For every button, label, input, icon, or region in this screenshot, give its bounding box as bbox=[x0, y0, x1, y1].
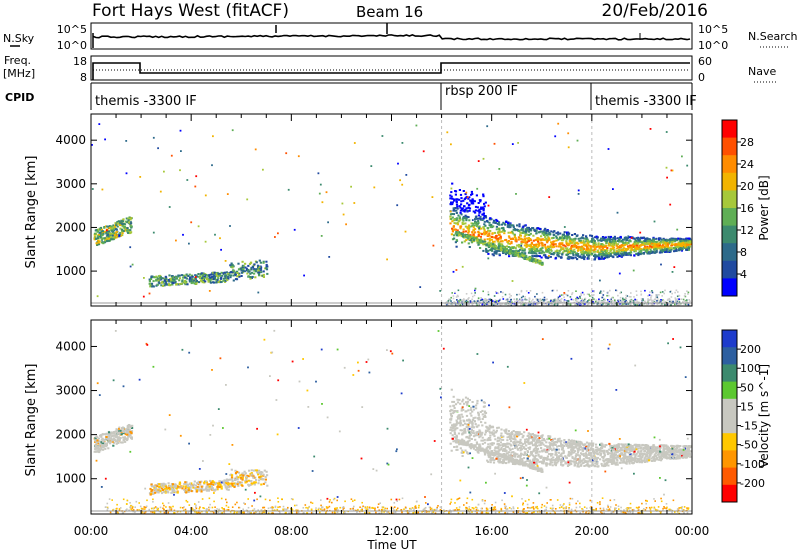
colorbar-cell bbox=[722, 137, 737, 156]
y-tick-label: 1000 bbox=[55, 264, 86, 278]
colorbar-cell bbox=[722, 120, 737, 139]
power-data-layer bbox=[91, 114, 692, 307]
noise-tick-right-low: 10^0 bbox=[698, 39, 728, 52]
colorbar-tick-label: 8 bbox=[740, 246, 747, 259]
colorbar-tick-label: 12 bbox=[740, 224, 754, 237]
x-tick-label: 04:00 bbox=[174, 524, 209, 538]
velocity-data-layer bbox=[91, 320, 692, 515]
colorbar-cell bbox=[722, 208, 737, 227]
colorbar-tick-label: 20 bbox=[740, 180, 754, 193]
date-label: 20/Feb/2016 bbox=[602, 1, 708, 21]
nave-tick-low: 0 bbox=[698, 71, 705, 84]
x-tick-label: 00:00 bbox=[74, 524, 109, 538]
colorbar-tick-label: 28 bbox=[740, 136, 754, 149]
power-colorbar: 4 8 12 16 20 24 28 Power [dB] bbox=[721, 119, 771, 297]
nave-label: Nave bbox=[748, 65, 776, 78]
velocity-y-axis-label: Slant Range [km] bbox=[24, 364, 39, 477]
x-axis-label: Time UT bbox=[366, 538, 417, 552]
noise-tick-left-high: 10^5 bbox=[57, 23, 87, 36]
colorbar-cell bbox=[722, 225, 737, 244]
x-tick-label: 16:00 bbox=[474, 524, 509, 538]
x-axis: 00:00 04:00 08:00 12:00 16:00 20:00 00:00 Time… bbox=[74, 524, 710, 552]
colorbar-cell bbox=[722, 364, 737, 383]
figure-title: Fort Hays West (fitACF) bbox=[92, 1, 289, 21]
y-tick-label: 4000 bbox=[55, 133, 86, 147]
colorbar-cell bbox=[722, 243, 737, 262]
colorbar-tick-label: -50 bbox=[740, 439, 758, 452]
colorbar-tick-label: -200 bbox=[740, 477, 765, 490]
freq-tick-high: 18 bbox=[73, 55, 87, 68]
colorbar-cell bbox=[722, 278, 737, 297]
nsearch-label: N.Search bbox=[748, 30, 798, 43]
cpid-segment-2: rbsp 200 IF bbox=[445, 84, 518, 99]
noise-panel: 10^5 10^0 10^5 10^0 bbox=[57, 22, 728, 52]
nsky-label: N.Sky bbox=[3, 32, 35, 45]
x-tick-label: 12:00 bbox=[374, 524, 409, 538]
y-tick-label: 4000 bbox=[55, 339, 86, 353]
colorbar-tick-label: 100 bbox=[740, 362, 761, 375]
velocity-colorbar: -200 -100 -50 -15 15 50 100 200 Velocity [m s^-… bbox=[721, 329, 771, 503]
colorbar-cell bbox=[722, 381, 737, 400]
colorbar-tick-label: 16 bbox=[740, 202, 754, 215]
colorbar-cell bbox=[722, 398, 737, 417]
velocity-panel: Slant Range [km] 1000 2000 3000 4000 bbox=[24, 319, 693, 515]
power-y-axis-label: Slant Range [km] bbox=[24, 156, 39, 269]
colorbar-cell bbox=[722, 450, 737, 469]
colorbar-tick-label: 200 bbox=[740, 343, 761, 356]
colorbar-cell bbox=[722, 433, 737, 451]
y-tick-label: 3000 bbox=[55, 177, 86, 191]
freq-tick-low: 8 bbox=[80, 71, 87, 84]
freq-label: Freq. bbox=[4, 54, 31, 67]
y-tick-label: 1000 bbox=[55, 472, 86, 486]
colorbar-cell bbox=[722, 190, 737, 209]
power-panel: Slant Range [km] 1000 2000 3000 4000 bbox=[24, 113, 693, 307]
y-tick-label: 2000 bbox=[55, 428, 86, 442]
colorbar-cell bbox=[722, 416, 737, 434]
cpid-segment-3: themis -3300 IF bbox=[595, 94, 697, 109]
colorbar-tick-label: -100 bbox=[740, 458, 765, 471]
noise-sky-line bbox=[92, 34, 691, 41]
colorbar-cell bbox=[722, 330, 737, 348]
mhz-label: [MHz] bbox=[3, 67, 35, 80]
frequency-panel: 18 8 60 0 bbox=[73, 55, 712, 84]
colorbar-tick-label: 4 bbox=[740, 268, 747, 281]
colorbar-cell bbox=[722, 172, 737, 191]
y-tick-label: 2000 bbox=[55, 220, 86, 234]
y-tick-label: 3000 bbox=[55, 384, 86, 398]
colorbar-tick-label: 24 bbox=[740, 158, 754, 171]
velocity-colorbar-label: Velocity [m s^-1] bbox=[757, 364, 771, 468]
colorbar-cell bbox=[722, 260, 737, 279]
noise-tick-right-high: 10^5 bbox=[698, 23, 728, 36]
noise-tick-left-low: 10^0 bbox=[57, 39, 87, 52]
cpid-strip: themis -3300 IF rbsp 200 IF themis -3300… bbox=[90, 82, 697, 110]
colorbar-cell bbox=[722, 347, 737, 365]
colorbar-cell bbox=[722, 484, 737, 503]
x-tick-label: 00:00 bbox=[675, 524, 710, 538]
cpid-label: CPID bbox=[5, 91, 34, 104]
power-colorbar-label: Power [dB] bbox=[757, 175, 771, 240]
x-tick-label: 20:00 bbox=[575, 524, 610, 538]
colorbar-cell bbox=[722, 155, 737, 174]
beam-label: Beam 16 bbox=[356, 3, 423, 21]
colorbar-tick-label: 15 bbox=[740, 400, 754, 413]
colorbar-tick-label: 50 bbox=[740, 381, 754, 394]
colorbar-tick-label: -15 bbox=[740, 420, 758, 433]
nave-tick-high: 60 bbox=[698, 55, 712, 68]
colorbar-cell bbox=[722, 467, 737, 486]
frequency-line bbox=[92, 62, 690, 80]
x-tick-label: 08:00 bbox=[274, 524, 309, 538]
cpid-segment-1: themis -3300 IF bbox=[95, 94, 197, 109]
